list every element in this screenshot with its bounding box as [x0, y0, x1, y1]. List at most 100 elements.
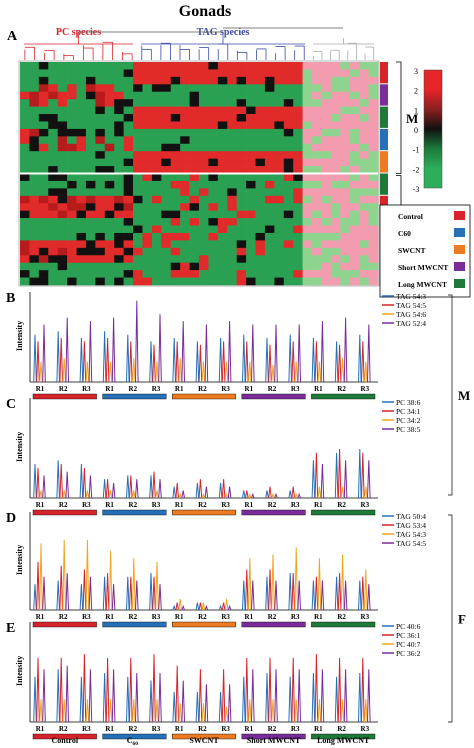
heatmap-cell: [104, 166, 115, 174]
heatmap-cell: [217, 106, 228, 115]
heatmap-cell: [312, 99, 322, 107]
heatmap-cell: [20, 166, 30, 174]
heatmap-cell: [189, 180, 200, 189]
heatmap-cell: [161, 270, 172, 278]
heatmap-cell: [57, 218, 68, 226]
heatmap-cell: [67, 218, 77, 226]
heatmap-cell: [359, 218, 369, 226]
heatmap-cell: [283, 188, 294, 197]
heatmap-cell: [170, 166, 181, 174]
heatmap-cell: [57, 99, 68, 107]
heatmap-cell: [330, 76, 341, 85]
heatmap-cell: [236, 188, 247, 197]
heatmap-cell: [274, 218, 285, 226]
sample-group-strip: [380, 62, 388, 84]
group-bar: [311, 393, 376, 400]
heatmap-cell: [133, 143, 143, 152]
heatmap-cell: [208, 180, 219, 189]
heatmap-cell: [368, 166, 379, 174]
heatmap-cell: [76, 121, 87, 130]
heatmap-cell: [170, 114, 181, 122]
heatmap-cell: [29, 232, 40, 241]
heatmap-cell: [236, 210, 247, 219]
heatmap-cell: [57, 84, 68, 93]
heatmap-cell: [142, 188, 153, 197]
heatmap-cell: [340, 151, 351, 159]
heatmap-cell: [368, 240, 379, 249]
heatmap-cell: [330, 225, 341, 234]
heatmap-cell: [142, 255, 153, 263]
heatmap-cell: [330, 180, 341, 189]
heatmap-cell: [340, 247, 351, 256]
heatmap-cell: [368, 69, 379, 78]
heatmap-cell: [114, 158, 124, 167]
heatmap-cell: [217, 225, 228, 234]
heatmap-cell: [29, 270, 40, 278]
heatmap-cell: [67, 69, 77, 78]
heatmap-cell: [85, 180, 96, 189]
heatmap-cell: [340, 62, 351, 70]
heatmap-cell: [123, 173, 134, 182]
group-bar: [311, 509, 376, 516]
heatmap-cell: [274, 270, 285, 278]
heatmap-cell: [330, 99, 341, 107]
heatmap-cell: [274, 255, 285, 263]
heatmap-cell: [67, 114, 77, 122]
heatmap-cell: [359, 91, 369, 100]
replicate-label: R2: [198, 613, 207, 621]
heatmap-cell: [170, 158, 181, 167]
heatmap-cell: [349, 173, 360, 182]
heatmap-cell: [20, 173, 30, 182]
heatmap-cell: [189, 240, 200, 249]
heatmap-cell: [95, 195, 106, 204]
heatmap-cell: [38, 232, 49, 241]
heatmap-cell: [255, 218, 266, 226]
heatmap-cell: [349, 151, 360, 159]
heatmap-cell: [227, 128, 237, 137]
legend-label: TAG 52:4: [396, 319, 426, 328]
heatmap-cell: [123, 62, 134, 70]
sample-group-strip: [380, 173, 388, 195]
heatmap-cell: [199, 106, 209, 115]
heatmap-cell: [29, 203, 40, 211]
heatmap-cell: [95, 143, 106, 152]
heatmap-cell: [76, 76, 87, 85]
heatmap-cell: [95, 255, 106, 263]
heatmap-cell: [151, 84, 162, 93]
heatmap-cell: [76, 240, 87, 249]
heatmap-cell: [189, 128, 200, 137]
intensity-axis-label: Intensity: [15, 545, 24, 575]
heatmap-cell: [48, 277, 58, 286]
heatmap-cell: [151, 91, 162, 100]
heatmap-cell: [142, 106, 153, 115]
legend-label: TAG 54:3: [396, 530, 426, 539]
heatmap-cell: [114, 69, 124, 78]
heatmap-cell: [20, 84, 30, 93]
heatmap-cell: [67, 128, 77, 137]
heatmap-cell: [199, 188, 209, 197]
heatmap-cell: [114, 62, 124, 70]
heatmap-cell: [48, 151, 58, 159]
heatmap-cell: [368, 203, 379, 211]
heatmap-cell: [349, 158, 360, 167]
heatmap-cell: [349, 218, 360, 226]
heatmap-cell: [38, 99, 49, 107]
heatmap-cell: [283, 121, 294, 130]
heatmap-cell: [321, 128, 332, 137]
heatmap-cell: [293, 203, 303, 211]
heatmap-cell: [189, 158, 200, 167]
heatmap-cell: [246, 69, 256, 78]
heatmap-cell: [274, 91, 285, 100]
heatmap-cell: [349, 143, 360, 152]
intensity-axis-label: Intensity: [15, 656, 24, 686]
heatmap-cell: [208, 218, 219, 226]
heatmap-cell: [321, 121, 332, 130]
heatmap-cell: [274, 195, 285, 204]
heatmap-cell: [48, 106, 58, 115]
heatmap-cell: [189, 255, 200, 263]
heatmap-cell: [283, 262, 294, 271]
heatmap-cell: [151, 136, 162, 145]
legend-label: TAG 53:4: [396, 521, 426, 530]
series-pc-34-2: [39, 486, 368, 499]
heatmap-cell: [246, 188, 256, 197]
